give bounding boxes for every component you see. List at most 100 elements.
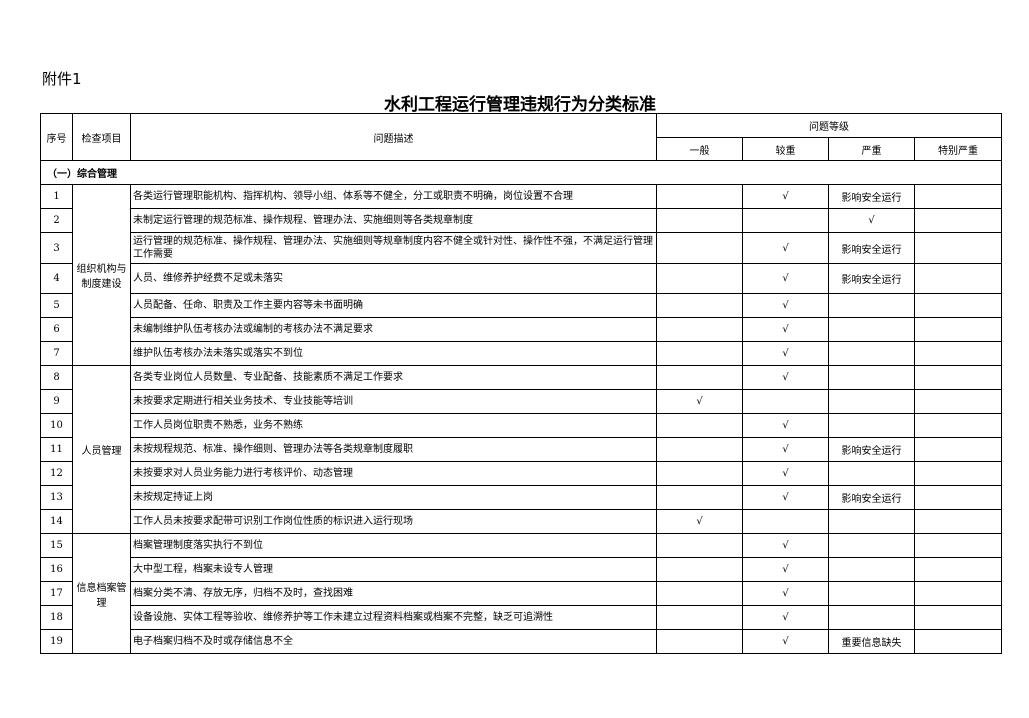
level-moderate: √ <box>742 341 829 366</box>
problem-description: 各类运行管理职能机构、指挥机构、领导小组、体系等不健全，分工或职责不明确，岗位设… <box>130 184 657 209</box>
table-row: 18 设备设施、实体工程等验收、维修养护等工作未建立过程资料档案或档案不完整，缺乏… <box>40 605 1002 630</box>
level-moderate <box>742 389 829 414</box>
level-general <box>656 557 743 582</box>
problem-description: 各类专业岗位人员数量、专业配备、技能素质不满足工作要求 <box>130 365 657 390</box>
level-very-serious <box>914 605 1002 630</box>
level-general <box>656 461 743 486</box>
problem-description: 工作人员未按要求配带可识别工作岗位性质的标识进入运行现场 <box>130 509 657 534</box>
level-moderate: √ <box>742 317 829 342</box>
header-item: 检查项目 <box>72 113 131 161</box>
header-moderate: 较重 <box>742 137 829 161</box>
level-moderate: √ <box>742 461 829 486</box>
level-very-serious <box>914 184 1002 209</box>
level-general: √ <box>656 389 743 414</box>
level-general <box>656 263 743 294</box>
level-very-serious <box>914 509 1002 534</box>
table-row: 9 未按要求定期进行相关业务技术、专业技能等培训 √ <box>40 389 1002 414</box>
level-general <box>656 365 743 390</box>
row-number: 13 <box>40 485 73 510</box>
level-very-serious <box>914 461 1002 486</box>
level-general <box>656 437 743 462</box>
level-general <box>656 208 743 233</box>
problem-description: 未按要求定期进行相关业务技术、专业技能等培训 <box>130 389 657 414</box>
row-number: 18 <box>40 605 73 630</box>
level-very-serious <box>914 485 1002 510</box>
row-number: 2 <box>40 208 73 233</box>
level-general <box>656 341 743 366</box>
row-number: 12 <box>40 461 73 486</box>
problem-description: 档案分类不清、存放无序，归档不及时，查找困难 <box>130 581 657 606</box>
table-row: 15 信息档案管理 档案管理制度落实执行不到位 √ <box>40 533 1002 654</box>
level-very-serious <box>914 629 1002 654</box>
level-serious <box>828 341 915 366</box>
attachment-label: 附件1 <box>42 70 82 88</box>
row-number: 3 <box>40 232 73 264</box>
level-moderate: √ <box>742 413 829 438</box>
level-moderate <box>742 509 829 534</box>
table-row: 8 人员管理 各类专业岗位人员数量、专业配备、技能素质不满足工作要求 √ <box>40 365 1002 534</box>
level-very-serious <box>914 317 1002 342</box>
level-moderate: √ <box>742 232 829 264</box>
problem-description: 大中型工程，档案未设专人管理 <box>130 557 657 582</box>
level-serious <box>828 509 915 534</box>
level-serious: 影响安全运行 <box>828 184 915 209</box>
level-moderate: √ <box>742 365 829 390</box>
table-row: 7 维护队伍考核办法未落实或落实不到位 √ <box>40 341 1002 366</box>
level-moderate: √ <box>742 485 829 510</box>
level-serious <box>828 293 915 318</box>
problem-description: 未按要求对人员业务能力进行考核评价、动态管理 <box>130 461 657 486</box>
problem-description: 电子档案归档不及时或存储信息不全 <box>130 629 657 654</box>
problem-description: 未按规程规范、标准、操作细则、管理办法等各类规章制度履职 <box>130 437 657 462</box>
level-serious: 影响安全运行 <box>828 232 915 264</box>
level-serious <box>828 413 915 438</box>
level-moderate <box>742 208 829 233</box>
level-general: √ <box>656 509 743 534</box>
level-moderate: √ <box>742 263 829 294</box>
level-moderate: √ <box>742 581 829 606</box>
level-general <box>656 293 743 318</box>
level-serious: 影响安全运行 <box>828 263 915 294</box>
level-very-serious <box>914 365 1002 390</box>
table-row: 17 档案分类不清、存放无序，归档不及时，查找困难 √ <box>40 581 1002 606</box>
table-row: 4 人员、维修养护经费不足或未落实 √ 影响安全运行 <box>40 263 1002 294</box>
problem-description: 人员、维修养护经费不足或未落实 <box>130 263 657 294</box>
level-moderate: √ <box>742 184 829 209</box>
problem-description: 维护队伍考核办法未落实或落实不到位 <box>130 341 657 366</box>
level-very-serious <box>914 232 1002 264</box>
level-very-serious <box>914 341 1002 366</box>
problem-description: 未按规定持证上岗 <box>130 485 657 510</box>
level-general <box>656 533 743 558</box>
level-moderate: √ <box>742 629 829 654</box>
level-general <box>656 605 743 630</box>
row-number: 11 <box>40 437 73 462</box>
problem-description: 人员配备、任命、职责及工作主要内容等未书面明确 <box>130 293 657 318</box>
header-very-serious: 特别严重 <box>914 137 1002 161</box>
row-number: 14 <box>40 509 73 534</box>
level-serious: 影响安全运行 <box>828 485 915 510</box>
table-row: 3 运行管理的规范标准、操作规程、管理办法、实施细则等规章制度内容不健全或针对性、… <box>40 232 1002 264</box>
level-general <box>656 485 743 510</box>
level-very-serious <box>914 437 1002 462</box>
row-number: 7 <box>40 341 73 366</box>
table-row: 10 工作人员岗位职责不熟悉，业务不熟练 √ <box>40 413 1002 438</box>
level-general <box>656 184 743 209</box>
level-serious <box>828 581 915 606</box>
table-row: 11 未按规程规范、标准、操作细则、管理办法等各类规章制度履职 √ 影响安全运行 <box>40 437 1002 462</box>
level-very-serious <box>914 581 1002 606</box>
level-general <box>656 413 743 438</box>
row-number: 4 <box>40 263 73 294</box>
level-serious <box>828 365 915 390</box>
table-row: 6 未编制维护队伍考核办法或编制的考核办法不满足要求 √ <box>40 317 1002 342</box>
level-serious <box>828 533 915 558</box>
level-moderate: √ <box>742 557 829 582</box>
level-serious <box>828 461 915 486</box>
section-heading: （一）综合管理 <box>40 160 1002 185</box>
table-row: 1 组织机构与制度建设 各类运行管理职能机构、指挥机构、领导小组、体系等不健全，分工… <box>40 184 1002 366</box>
table-row: 19 电子档案归档不及时或存储信息不全 √ 重要信息缺失 <box>40 629 1002 654</box>
level-serious <box>828 605 915 630</box>
problem-description: 设备设施、实体工程等验收、维修养护等工作未建立过程资料档案或档案不完整，缺乏可追… <box>130 605 657 630</box>
level-general <box>656 581 743 606</box>
header-level: 问题等级 <box>656 113 1002 138</box>
level-moderate: √ <box>742 437 829 462</box>
level-general <box>656 232 743 264</box>
